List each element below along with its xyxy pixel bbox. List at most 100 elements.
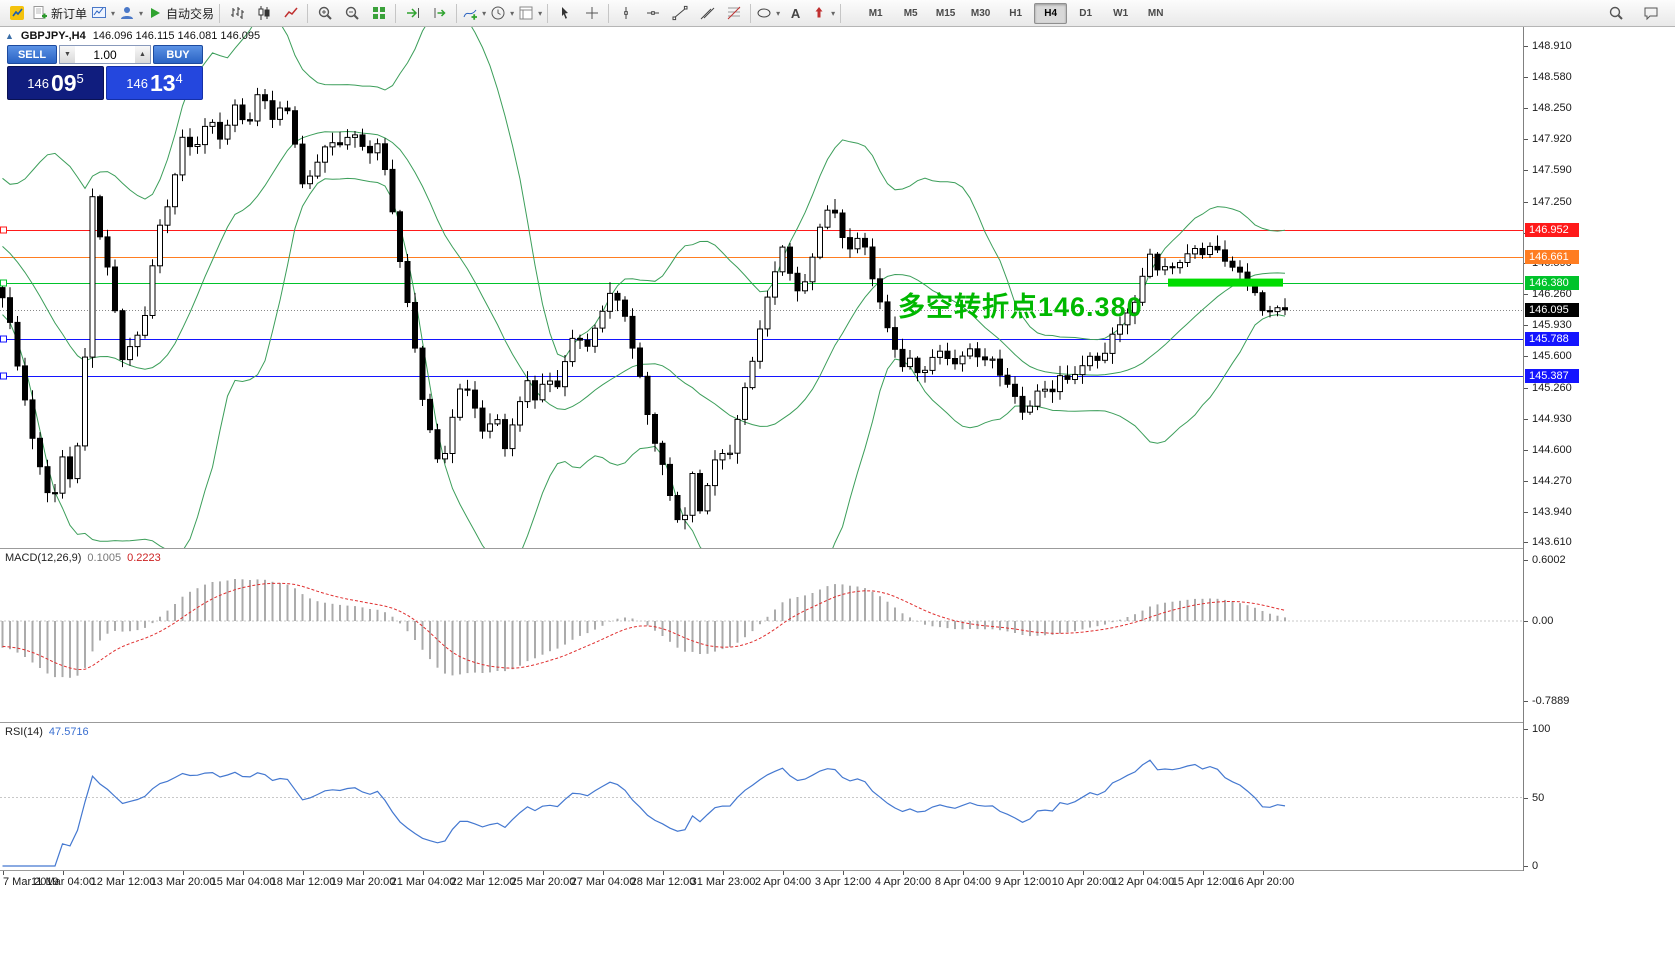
time-tick xyxy=(963,871,964,875)
fibonacci-icon xyxy=(727,6,740,20)
cursor-tool-button[interactable] xyxy=(551,2,578,25)
auto-scroll-button[interactable] xyxy=(399,2,426,25)
bar-chart-mode-button[interactable] xyxy=(223,2,250,25)
axis-label: 144.600 xyxy=(1532,444,1572,456)
channel-tool-button[interactable] xyxy=(693,2,720,25)
tile-windows-button[interactable] xyxy=(365,2,392,25)
zoom-in-icon xyxy=(318,6,332,20)
time-label: 11 Mar 04:00 xyxy=(30,876,96,888)
axis-tick xyxy=(1524,542,1528,543)
text-tool-button[interactable]: A xyxy=(782,2,809,25)
axis-tick xyxy=(1524,419,1528,420)
trendline-icon xyxy=(672,5,688,21)
timeframe-button-w1[interactable]: W1 xyxy=(1113,7,1129,19)
price-tag-145.788: 145.788 xyxy=(1525,332,1579,346)
vertical-line-tool-button[interactable] xyxy=(612,2,639,25)
timeframe-button-m30[interactable]: M30 xyxy=(970,7,991,19)
timeframe-button-d1[interactable]: D1 xyxy=(1079,7,1093,19)
symbol-name: GBPJPY-,H4 xyxy=(20,30,86,42)
toolbar-separator xyxy=(608,3,610,23)
time-label: 13 Mar 20:00 xyxy=(150,876,216,888)
time-tick xyxy=(183,871,184,875)
chart-shift-button[interactable] xyxy=(426,2,453,25)
panel-separator xyxy=(0,870,1675,871)
timeframe-button-h4[interactable]: H4 xyxy=(1034,2,1068,24)
time-tick xyxy=(1083,871,1084,875)
timeframe-button-mn[interactable]: MN xyxy=(1147,7,1164,19)
axis-tick xyxy=(1524,388,1528,389)
caret-icon: ▾ xyxy=(831,8,836,18)
crosshair-tool-button[interactable] xyxy=(578,2,605,25)
time-label: 15 Apr 12:00 xyxy=(1171,876,1235,888)
macd-panel[interactable] xyxy=(0,549,1523,723)
axis-label: 147.250 xyxy=(1532,196,1572,208)
caret-icon: ▾ xyxy=(538,8,543,18)
autotrading-button[interactable]: 自动交易 xyxy=(145,2,216,25)
one-click-trade-panel: SELL ▼ ▲ BUY 146 09 5 146 13 4 xyxy=(7,45,203,100)
axis-tick xyxy=(1524,294,1528,295)
time-label: 12 Mar 12:00 xyxy=(90,876,156,888)
timeframe-button-m15[interactable]: M15 xyxy=(935,7,956,19)
zoom-in-button[interactable] xyxy=(311,2,338,25)
buy-button[interactable]: BUY xyxy=(153,45,203,64)
toolbar-right-group xyxy=(1602,2,1672,25)
volume-input[interactable] xyxy=(75,46,135,63)
price-axis[interactable]: 148.910 148.580 148.250 147.920 147.590 147.2… xyxy=(1523,27,1675,872)
axis-label: 0.6002 xyxy=(1532,554,1566,566)
axis-label: 148.250 xyxy=(1532,102,1572,114)
toolbar-separator xyxy=(219,3,221,23)
time-axis[interactable]: 7 Mar 2019 11 Mar 04:00 12 Mar 12:00 13 Mar… xyxy=(0,871,1675,953)
chat-button[interactable] xyxy=(1637,2,1664,25)
axis-tick xyxy=(1524,621,1528,622)
zoom-out-button[interactable] xyxy=(338,2,365,25)
collapse-trade-panel-button[interactable]: ▲ xyxy=(5,31,14,41)
templates-button[interactable]: ▾ xyxy=(516,2,544,25)
rsi-panel[interactable] xyxy=(0,723,1523,871)
axis-label: 145.260 xyxy=(1532,382,1572,394)
time-tick xyxy=(843,871,844,875)
candlestick-icon xyxy=(258,6,270,20)
volume-up-button[interactable]: ▲ xyxy=(135,46,150,63)
periods-button[interactable]: ▾ xyxy=(488,2,516,25)
axis-tick xyxy=(1524,798,1528,799)
profiles-button[interactable]: ▾ xyxy=(117,2,145,25)
vertical-line-icon xyxy=(623,7,628,19)
volume-down-button[interactable]: ▼ xyxy=(60,46,75,63)
horizontal-line-tool-button[interactable] xyxy=(639,2,666,25)
shapes-tool-button[interactable]: ▾ xyxy=(754,2,782,25)
axis-label: 0 xyxy=(1532,860,1539,872)
candlestick-mode-button[interactable] xyxy=(250,2,277,25)
timeframe-button-m5[interactable]: M5 xyxy=(903,7,918,19)
app-icon xyxy=(3,2,30,25)
toolbar-separator xyxy=(307,3,309,23)
axis-tick xyxy=(1524,450,1528,451)
tile-windows-icon xyxy=(372,7,385,19)
panel-separator xyxy=(0,548,1675,549)
axis-label: 100 xyxy=(1532,723,1551,735)
price-chart[interactable] xyxy=(0,27,1523,549)
buy-price-display[interactable]: 146 13 4 xyxy=(106,66,203,100)
time-label: 28 Mar 12:00 xyxy=(630,876,696,888)
time-tick xyxy=(303,871,304,875)
timeframe-button-m1[interactable]: M1 xyxy=(868,7,883,19)
chat-icon xyxy=(1644,7,1657,21)
time-label: 19 Mar 20:00 xyxy=(330,876,396,888)
time-label: 8 Apr 04:00 xyxy=(934,876,992,888)
fibonacci-tool-button[interactable] xyxy=(720,2,747,25)
axis-tick xyxy=(1524,729,1528,730)
sell-button[interactable]: SELL xyxy=(7,45,57,64)
time-tick xyxy=(123,871,124,875)
time-label: 25 Mar 20:00 xyxy=(510,876,576,888)
search-button[interactable] xyxy=(1602,2,1629,25)
axis-tick xyxy=(1524,77,1528,78)
arrows-tool-button[interactable]: ▾ xyxy=(809,2,837,25)
sell-price-display[interactable]: 146 09 5 xyxy=(7,66,104,100)
caret-icon: ▾ xyxy=(776,8,781,18)
indicators-button[interactable]: ▾ xyxy=(460,2,488,25)
line-chart-mode-button[interactable] xyxy=(277,2,304,25)
new-order-button[interactable]: 新订单 xyxy=(30,2,89,25)
trendline-tool-button[interactable] xyxy=(666,2,693,25)
new-chart-button[interactable]: ▾ xyxy=(89,2,117,25)
time-tick xyxy=(1263,871,1264,875)
timeframe-button-h1[interactable]: H1 xyxy=(1009,7,1023,19)
